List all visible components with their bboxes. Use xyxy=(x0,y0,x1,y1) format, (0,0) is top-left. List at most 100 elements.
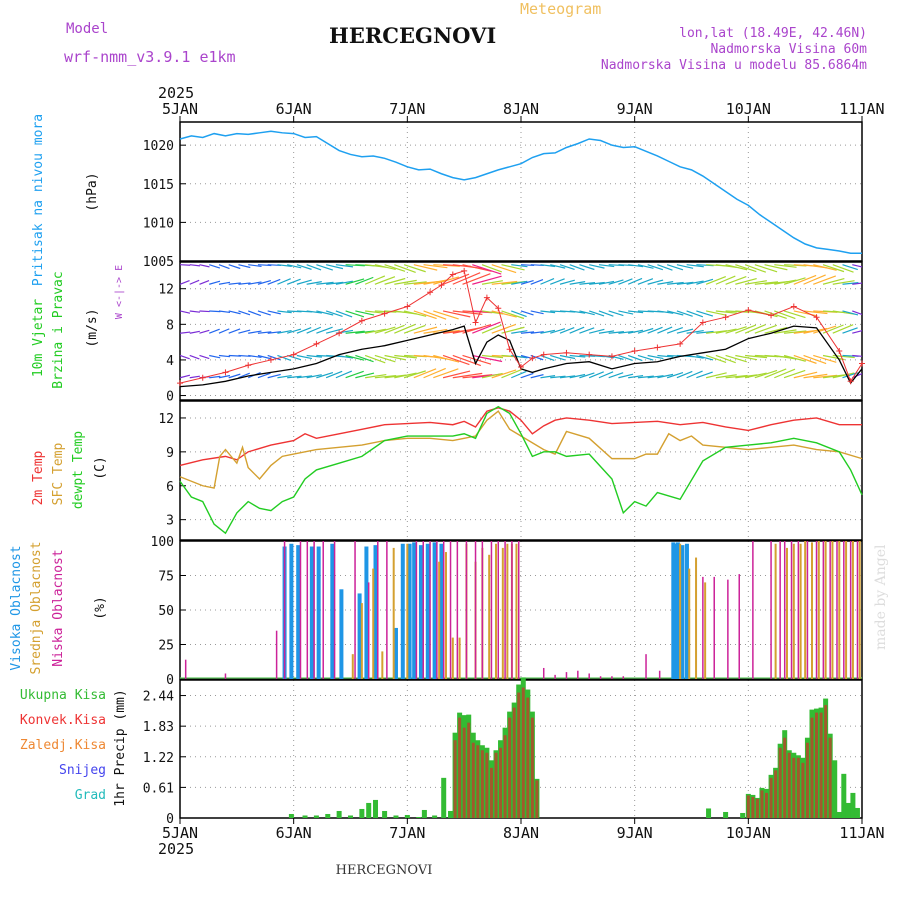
wind-gust-marker xyxy=(608,353,615,360)
cloud-low-bar xyxy=(622,676,625,679)
wind-gust-marker xyxy=(267,356,274,363)
cloud-mid-bar xyxy=(679,543,682,679)
precip-convective-bar xyxy=(751,796,755,818)
wind-barb xyxy=(744,372,767,379)
wind-gust-marker xyxy=(449,271,456,278)
wind-barb xyxy=(637,375,654,379)
wind-barb xyxy=(540,375,556,379)
wind-barb xyxy=(715,374,737,379)
wind-gust-marker xyxy=(290,351,297,358)
wind-barb xyxy=(588,371,604,379)
precip-convective-bar xyxy=(769,777,773,818)
wind-barb xyxy=(627,354,643,362)
cloud-high-bar xyxy=(316,546,321,679)
wind-barb xyxy=(559,354,576,360)
cloud-low-bar xyxy=(490,541,493,679)
wind-gust-marker xyxy=(358,317,365,324)
wind-barb xyxy=(550,354,566,361)
cloud-high-bar xyxy=(339,589,344,679)
wind-barb xyxy=(598,330,615,334)
wind-barb xyxy=(325,310,343,317)
wind-barb xyxy=(296,264,312,270)
cloud-low-bar xyxy=(770,541,772,679)
wind-barb xyxy=(423,279,448,285)
cloud-low-bar xyxy=(797,541,800,679)
wind-barb xyxy=(452,272,481,285)
precip-convective-bar xyxy=(778,747,782,818)
wind-barb xyxy=(628,329,644,334)
wind-gust-marker xyxy=(427,289,434,296)
y-tick-label: 1005 xyxy=(143,255,174,270)
page-title: HERCEGNOVI xyxy=(329,23,496,48)
wind-barb xyxy=(627,277,643,285)
cloud-mid-bar xyxy=(799,543,802,679)
wind-barb xyxy=(667,281,684,285)
wind-barb xyxy=(637,354,654,361)
coords-text: lon,lat (18.49E, 42.46N) xyxy=(679,26,867,41)
cloud-mid-bar xyxy=(792,543,795,679)
wind-barb xyxy=(491,280,518,285)
y-tick-label: 50 xyxy=(158,604,174,619)
wind-barb xyxy=(657,373,674,379)
subtitle: Meteogram xyxy=(520,0,601,18)
wind-barb xyxy=(238,282,251,285)
cloud-high-bar xyxy=(680,545,685,679)
model-label: Model xyxy=(66,21,108,37)
precip-convective-bar xyxy=(815,712,819,818)
wind-barb xyxy=(686,264,704,268)
wind-barb xyxy=(286,278,301,285)
wind-barb xyxy=(715,275,736,285)
x-tick-label-bottom: 6JAN xyxy=(276,824,312,842)
wind-barb xyxy=(783,277,806,285)
cloud-mid-bar xyxy=(438,561,441,679)
cloud-low-bar xyxy=(702,576,704,679)
wind-barb xyxy=(657,281,674,285)
wind-barb xyxy=(842,327,858,334)
precip-convective-bar xyxy=(530,717,534,818)
wind-ylabel-2: Brzina i Pravac xyxy=(51,271,66,388)
wind-barb xyxy=(569,373,586,379)
wind-barb xyxy=(696,330,714,334)
y-tick-label: 100 xyxy=(151,535,174,550)
wind-barb xyxy=(666,327,683,334)
wind-barb xyxy=(179,354,190,360)
wind-barb xyxy=(491,264,517,274)
wind-barb xyxy=(618,354,633,361)
wind-barb xyxy=(559,279,575,285)
wind-gust-marker xyxy=(586,351,593,358)
wind-barb xyxy=(647,375,664,379)
cloud-mid-bar xyxy=(458,637,461,679)
wind-barb xyxy=(296,375,313,379)
precip-total-bar xyxy=(325,813,331,818)
cloud-high-bar xyxy=(439,543,444,679)
wind-barb xyxy=(647,354,664,360)
cloud-mid-bar xyxy=(372,568,375,679)
wind-barb xyxy=(189,375,200,379)
cloud-high-bar xyxy=(357,593,362,679)
wind-barb xyxy=(423,264,448,269)
wind-barb xyxy=(813,354,837,363)
x-tick-label-top: 6JAN xyxy=(276,100,312,118)
wind-barb xyxy=(413,368,437,379)
wind-barb xyxy=(209,280,221,285)
cloud-low-bar xyxy=(829,541,831,679)
wind-barb xyxy=(355,276,374,285)
wind-barb xyxy=(238,264,251,269)
cloud-low-bar xyxy=(822,541,825,679)
precip-total-bar xyxy=(441,777,447,818)
wind-barb xyxy=(764,326,788,334)
wind-barb xyxy=(511,280,528,285)
wind-barb xyxy=(452,310,483,315)
wind-barb xyxy=(345,370,364,379)
wind-gust-marker xyxy=(506,346,513,353)
wind-barb xyxy=(511,370,527,379)
x-tick-label-bottom: 5JAN xyxy=(162,824,198,842)
wind-barb xyxy=(326,264,344,270)
wind-gust-marker xyxy=(540,351,547,358)
wind-barb xyxy=(696,371,713,379)
wind-barb xyxy=(442,273,470,285)
wind-barb xyxy=(481,324,502,334)
wind-barb xyxy=(647,264,664,271)
cloud-mid-bar xyxy=(406,543,409,679)
wind-barb xyxy=(647,279,664,285)
